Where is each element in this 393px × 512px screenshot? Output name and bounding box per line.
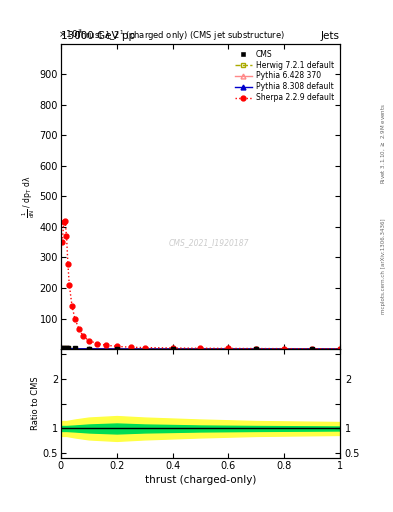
Text: CMS_2021_I1920187: CMS_2021_I1920187	[169, 238, 249, 247]
Text: 13000 GeV pp: 13000 GeV pp	[61, 31, 135, 41]
Y-axis label: Ratio to CMS: Ratio to CMS	[31, 377, 40, 431]
Text: mcplots.cern.ch [arXiv:1306.3436]: mcplots.cern.ch [arXiv:1306.3436]	[381, 219, 386, 314]
Y-axis label: $\mathrm{\frac{1}{dN}}$ / $\mathrm{dp_T}$ $\mathrm{d\lambda}$: $\mathrm{\frac{1}{dN}}$ / $\mathrm{dp_T}…	[21, 175, 37, 218]
Text: Thrust $\lambda\_2^1$ (charged only) (CMS jet substructure): Thrust $\lambda\_2^1$ (charged only) (CM…	[75, 29, 285, 44]
Legend: CMS, Herwig 7.2.1 default, Pythia 6.428 370, Pythia 8.308 default, Sherpa 2.2.9 : CMS, Herwig 7.2.1 default, Pythia 6.428 …	[233, 47, 336, 104]
Text: $\times 10^3$: $\times 10^3$	[58, 28, 83, 40]
X-axis label: thrust (charged-only): thrust (charged-only)	[145, 475, 256, 485]
Text: Jets: Jets	[321, 31, 340, 41]
Text: Rivet 3.1.10, $\geq$ 2.9M events: Rivet 3.1.10, $\geq$ 2.9M events	[379, 103, 387, 184]
